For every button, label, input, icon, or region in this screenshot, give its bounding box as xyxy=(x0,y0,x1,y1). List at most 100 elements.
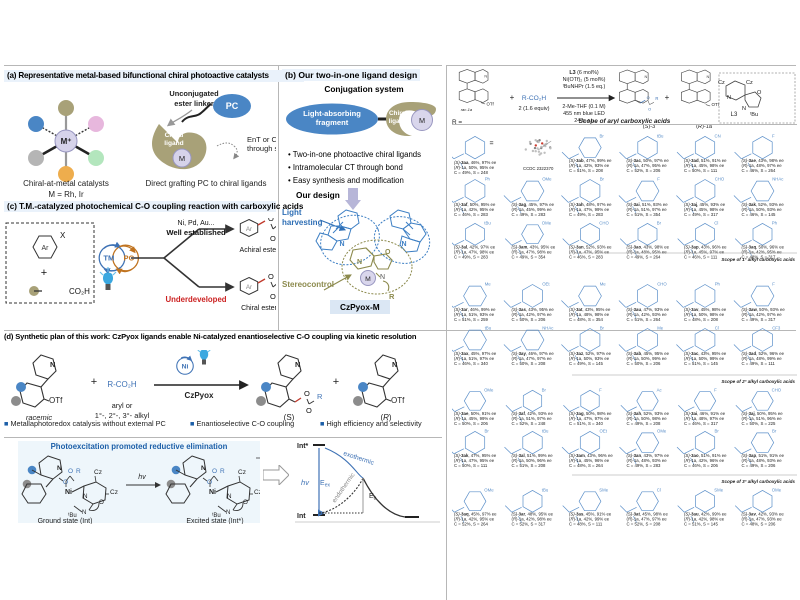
svg-text:CO₂H: CO₂H xyxy=(69,287,90,296)
svg-text:Chiral-at-metal catalysts: Chiral-at-metal catalysts xyxy=(23,179,109,188)
svg-text:R: R xyxy=(76,468,81,475)
svg-text:ᵗBu: ᵗBu xyxy=(750,111,758,118)
svg-text:O: O xyxy=(68,468,73,475)
svg-text:Me: Me xyxy=(485,282,492,287)
svg-text:OTf: OTf xyxy=(49,396,63,405)
svg-text:Ea: Ea xyxy=(369,493,377,502)
svg-text:CF3: CF3 xyxy=(772,326,781,331)
svg-text:tBu: tBu xyxy=(657,134,664,139)
svg-text:Ni: Ni xyxy=(182,363,189,370)
svg-text:C = 48%, S = 208: C = 48%, S = 208 xyxy=(684,317,719,322)
svg-text:O: O xyxy=(306,406,312,415)
svg-text:Light-absorbing: Light-absorbing xyxy=(303,109,361,118)
svg-text:F: F xyxy=(772,282,775,287)
svg-text:N: N xyxy=(339,241,344,248)
svg-text:N: N xyxy=(295,360,300,369)
svg-text:L3: L3 xyxy=(731,112,738,118)
svg-text:Cz: Cz xyxy=(254,489,260,496)
svg-text:O: O xyxy=(304,389,310,398)
svg-text:F: F xyxy=(714,387,717,392)
svg-text:Br: Br xyxy=(772,429,777,434)
svg-text:tBu: tBu xyxy=(542,429,549,434)
svg-text:N: N xyxy=(742,106,746,112)
svg-text:Achiral ester: Achiral ester xyxy=(240,247,276,254)
svg-text:Me: Me xyxy=(657,326,664,331)
svg-text:C = 49%, S = 283: C = 49%, S = 283 xyxy=(627,463,662,468)
svg-text:C = 49%, S = 317: C = 49%, S = 317 xyxy=(742,317,777,322)
svg-text:fragment: fragment xyxy=(316,118,349,127)
svg-text:C = 46%, S = 206: C = 46%, S = 206 xyxy=(684,463,719,468)
svg-text:C = 50%, S = 206: C = 50%, S = 206 xyxy=(454,421,489,426)
svg-text:Chiral ester: Chiral ester xyxy=(241,305,276,312)
svg-text:O: O xyxy=(647,95,650,100)
svg-text:Cz: Cz xyxy=(238,469,246,476)
svg-text:Ar: Ar xyxy=(246,284,252,291)
svg-text:+: + xyxy=(333,376,339,388)
svg-text:Chiral: Chiral xyxy=(389,110,407,117)
svg-text:Br: Br xyxy=(600,326,605,331)
svg-text:+: + xyxy=(41,267,47,279)
svg-text:C = 49%, S = 206: C = 49%, S = 206 xyxy=(742,463,777,468)
svg-text:O: O xyxy=(385,249,391,256)
svg-text:O: O xyxy=(63,479,68,486)
svg-text:OEt: OEt xyxy=(600,429,608,434)
svg-text:C = 50%, S = 208: C = 50%, S = 208 xyxy=(512,361,547,366)
svg-text:+: + xyxy=(91,376,97,388)
svg-text:C = 50%, S = 206: C = 50%, S = 206 xyxy=(627,361,662,366)
svg-text:Cz: Cz xyxy=(94,469,102,476)
svg-text:C = 48%, S = 354: C = 48%, S = 354 xyxy=(569,317,604,322)
svg-text:TM: TM xyxy=(103,253,114,262)
svg-text:NHAc: NHAc xyxy=(772,177,784,182)
svg-text:tBu: tBu xyxy=(542,488,549,493)
svg-text:C = 51%, S = 208: C = 51%, S = 208 xyxy=(569,168,604,173)
svg-text:Br: Br xyxy=(657,221,662,226)
svg-text:M = Rh, Ir: M = Rh, Ir xyxy=(48,190,84,199)
svg-text:OMe: OMe xyxy=(657,429,667,434)
svg-text:OTf: OTf xyxy=(391,396,405,405)
svg-text:C = 50%, S = 111: C = 50%, S = 111 xyxy=(454,463,488,468)
svg-text:Ph: Ph xyxy=(772,221,778,226)
svg-text:OTf: OTf xyxy=(487,101,495,106)
svg-text:rac-1a: rac-1a xyxy=(461,107,473,112)
svg-text:M⁺: M⁺ xyxy=(61,137,72,146)
svg-text:O: O xyxy=(757,90,762,96)
svg-text:CN: CN xyxy=(715,134,721,139)
svg-text:exothermic: exothermic xyxy=(342,450,375,467)
svg-text:Ph: Ph xyxy=(485,177,491,182)
svg-text:OMe: OMe xyxy=(484,488,494,493)
svg-text:Br: Br xyxy=(715,429,720,434)
svg-text:R: R xyxy=(317,392,323,401)
svg-text:SMe: SMe xyxy=(599,488,608,493)
svg-text:CHO: CHO xyxy=(599,221,609,226)
svg-text:N: N xyxy=(57,465,62,472)
svg-text:R-CO₂H: R-CO₂H xyxy=(107,380,137,389)
svg-text:O: O xyxy=(268,218,274,223)
svg-text:Int*: Int* xyxy=(297,443,309,450)
svg-text:Br: Br xyxy=(600,177,605,182)
svg-text:O: O xyxy=(99,499,104,506)
svg-text:C = 49%, S = 354: C = 49%, S = 354 xyxy=(512,255,547,260)
svg-text:C = 49%, S = 317: C = 49%, S = 317 xyxy=(684,212,719,217)
svg-text:R: R xyxy=(389,292,395,301)
svg-text:Eex: Eex xyxy=(320,480,330,489)
svg-text:O: O xyxy=(212,468,217,475)
svg-text:C = 52%, S = 206: C = 52%, S = 206 xyxy=(627,168,662,173)
svg-text:N: N xyxy=(357,259,362,266)
svg-text:C = 46%, S = 264: C = 46%, S = 264 xyxy=(742,168,777,173)
svg-text:N: N xyxy=(226,510,230,516)
svg-text:through space: through space xyxy=(247,144,276,153)
svg-text:C = 51%, S = 145: C = 51%, S = 145 xyxy=(684,361,719,366)
svg-text:Cz: Cz xyxy=(746,80,753,86)
svg-text:+: + xyxy=(510,93,515,102)
svg-text:C = 48%, S = 264: C = 48%, S = 264 xyxy=(569,463,604,468)
svg-text:C = 46%, S = 340: C = 46%, S = 340 xyxy=(454,361,489,366)
svg-text:Ar: Ar xyxy=(246,226,252,233)
svg-text:455 nm blue LED: 455 nm blue LED xyxy=(563,111,605,117)
svg-text:O: O xyxy=(270,234,276,243)
svg-text:C = 50%, S = 225: C = 50%, S = 225 xyxy=(742,421,777,426)
svg-text:Ni: Ni xyxy=(209,489,216,496)
svg-text:tBu: tBu xyxy=(484,221,491,226)
svg-text:M: M xyxy=(179,154,185,163)
svg-text:Br: Br xyxy=(600,134,605,139)
svg-text:ligand: ligand xyxy=(164,140,183,147)
